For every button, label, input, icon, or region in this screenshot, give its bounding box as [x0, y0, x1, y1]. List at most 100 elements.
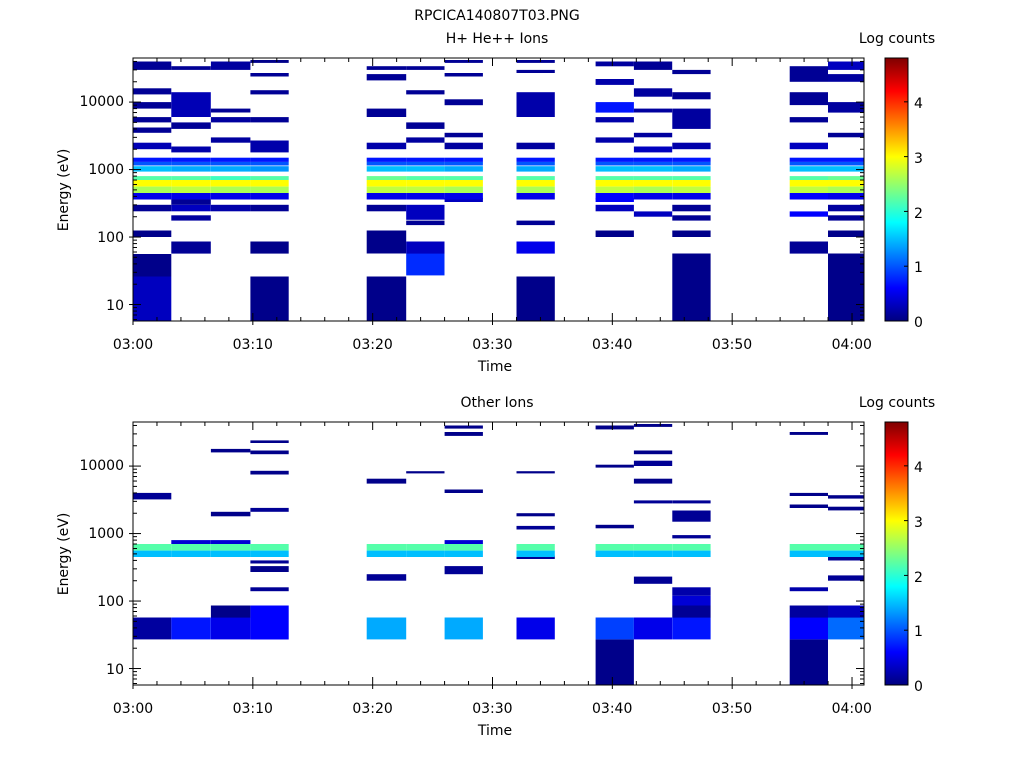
heatmap-cell	[516, 555, 555, 559]
heatmap-cell	[633, 146, 673, 153]
heatmap-cell	[406, 204, 445, 220]
heatmap-cell	[789, 117, 828, 123]
heatmap-cell	[672, 535, 711, 539]
heatmap-cell	[828, 204, 864, 212]
heatmap-cell	[444, 432, 483, 436]
y-tick-label: 100	[97, 230, 124, 246]
heatmap-cell	[171, 215, 211, 221]
heatmap-cell	[133, 550, 172, 557]
colorbar: 0 1 2 3 4	[884, 421, 923, 695]
heatmap-cell	[444, 176, 483, 180]
heatmap-cell	[210, 605, 251, 618]
heatmap-cell	[250, 587, 289, 592]
heatmap-cell	[210, 540, 251, 544]
heatmap-cell	[210, 180, 251, 187]
heatmap-cell	[516, 176, 555, 180]
colorbar-gradient	[884, 57, 909, 322]
x-tick-label: 03:00	[113, 701, 153, 717]
heatmap-cell	[672, 204, 711, 212]
heatmap-cell	[250, 161, 289, 166]
heatmap-cell	[133, 161, 172, 166]
heatmap-cell	[828, 102, 864, 113]
heatmap-cell	[366, 166, 407, 172]
heatmap-cell	[672, 92, 711, 100]
heatmap-cell	[672, 186, 711, 193]
heatmap-cell	[789, 157, 828, 162]
heatmap-cell	[366, 161, 407, 166]
y-tick-label: 10000	[79, 94, 124, 110]
heatmap-cell	[672, 161, 711, 166]
x-tick-label: 04:00	[832, 337, 872, 353]
heatmap-cell	[828, 176, 864, 180]
heatmap-cell	[171, 146, 211, 153]
heatmap-cell	[250, 544, 289, 551]
heatmap-cell	[444, 550, 483, 557]
colorbar-tick-label: 2	[914, 206, 923, 222]
heatmap-cell	[828, 166, 864, 172]
heatmap-cell	[366, 550, 407, 557]
colorbar-tick-label: 0	[914, 679, 923, 695]
heatmap-cell	[672, 176, 711, 180]
heatmap-cell	[633, 61, 673, 70]
heatmap-cell	[210, 193, 251, 200]
heatmap-cell	[595, 157, 634, 162]
heatmap-cell	[672, 108, 711, 129]
y-axis-label: Energy (eV)	[56, 149, 72, 232]
heatmap-cell	[133, 61, 172, 70]
heatmap-cell	[633, 460, 673, 466]
heatmap-cell	[595, 550, 634, 557]
heatmap-cell	[250, 60, 289, 63]
panel-title: Other Ions	[460, 395, 533, 411]
heatmap-cell	[366, 574, 407, 581]
colorbar-tick-label: 4	[914, 96, 923, 112]
heatmap-cell	[366, 276, 407, 321]
heatmap-cell	[672, 595, 711, 606]
heatmap-cell	[633, 157, 673, 162]
heatmap-cell	[210, 157, 251, 162]
heatmap-cell	[516, 544, 555, 551]
heatmap-cell	[516, 60, 555, 63]
heatmap-cell	[789, 66, 828, 82]
colorbar-tick-label: 3	[914, 515, 923, 531]
heatmap-cell	[366, 180, 407, 187]
colorbar-tick-label: 0	[914, 315, 923, 331]
heatmap-cell	[595, 102, 634, 113]
heatmap-cell	[828, 132, 864, 138]
heatmap-cell	[444, 166, 483, 172]
heatmap-cell	[250, 117, 289, 123]
heatmap-cell	[672, 157, 711, 162]
heatmap-cell	[133, 492, 172, 500]
heatmap-cell	[633, 88, 673, 97]
heatmap-cell	[828, 215, 864, 221]
heatmap-cell	[210, 544, 251, 551]
y-tick-label: 100	[97, 594, 124, 610]
heatmap-cell	[406, 193, 445, 200]
heatmap-cell	[444, 197, 483, 202]
heatmap-cell	[250, 276, 289, 321]
y-axis-label: Energy (eV)	[56, 513, 72, 596]
heatmap-cell	[250, 166, 289, 172]
heatmap-cell	[444, 566, 483, 575]
heatmap-cell	[406, 241, 445, 254]
x-axis: 03:00 03:10 03:20 03:30 03:40 03:50 04:0…	[113, 337, 872, 353]
heatmap-cell	[444, 73, 483, 77]
heatmap-cell	[133, 127, 172, 133]
heatmap-cell	[789, 161, 828, 166]
heatmap-cell	[250, 193, 289, 200]
x-axis-label: Time	[477, 723, 512, 739]
heatmap-cell	[133, 102, 172, 109]
heatmap-cell	[406, 157, 445, 162]
heatmap-cell	[516, 471, 555, 474]
heatmap-cell	[672, 193, 711, 200]
colorbar-tick-label: 2	[914, 570, 923, 586]
x-tick-label: 03:40	[592, 701, 632, 717]
heatmap-cell	[633, 186, 673, 193]
heatmap-cell	[789, 544, 828, 551]
heatmap-cell	[828, 186, 864, 193]
file-title: RPCICA140807T03.PNG	[414, 8, 579, 24]
heatmap-cell	[210, 108, 251, 113]
heatmap-cell	[250, 241, 289, 254]
heatmap-cell	[444, 540, 483, 544]
heatmap-cell	[595, 193, 634, 200]
